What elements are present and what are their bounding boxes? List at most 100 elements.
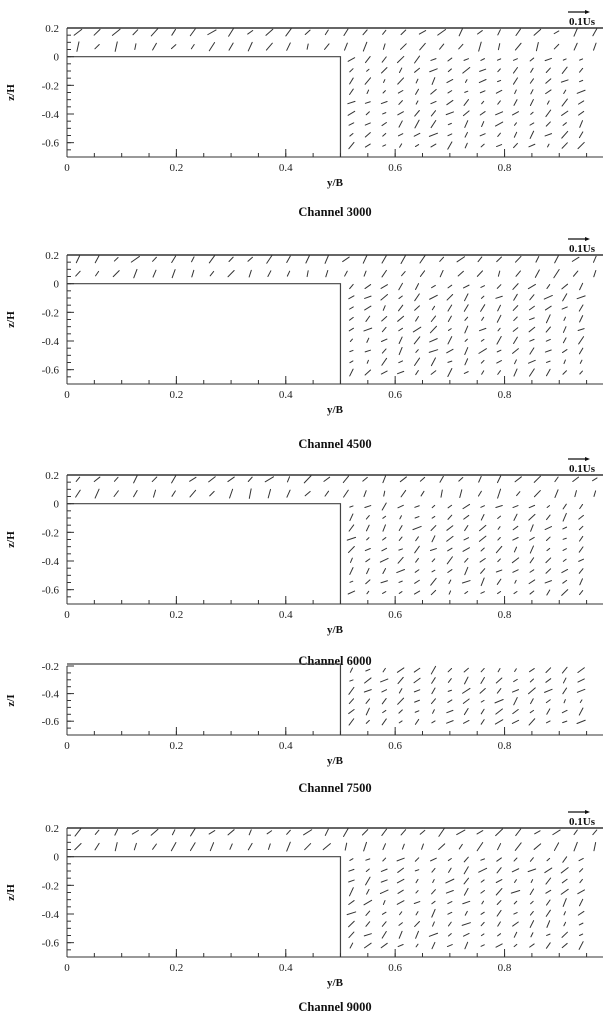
velocity-vector [447,360,453,363]
velocity-vector [132,29,139,36]
chart-caption: Channel 3000 [298,205,371,219]
velocity-vector [446,348,454,354]
velocity-vector [431,305,436,311]
velocity-vector [348,141,355,150]
velocity-vector [544,580,552,584]
velocity-vector [170,44,177,50]
velocity-vector [364,369,372,376]
velocity-vector [562,558,567,562]
velocity-vector [514,42,522,51]
velocity-vector [414,545,420,554]
velocity-vector [343,489,349,498]
velocity-vector [479,111,486,116]
velocity-vector [578,347,584,355]
velocity-vector [529,294,535,301]
velocity-vector [414,505,420,508]
velocity-vector [208,42,216,52]
velocity-vector [497,515,502,519]
velocity-vector [546,920,551,928]
velocity-vector [365,719,370,724]
velocity-vector [228,256,234,262]
velocity-vector [347,110,356,116]
velocity-vector [446,294,454,301]
block-outline [67,56,342,157]
velocity-vector [529,943,535,948]
velocity-vector [479,133,486,137]
velocity-vector [439,475,444,483]
velocity-vector [446,556,453,565]
velocity-vector [361,829,369,836]
y-tick-label: 0.2 [45,823,59,835]
velocity-vector [347,546,355,554]
velocity-vector [247,256,253,262]
velocity-vector [553,842,560,851]
velocity-vector [462,284,470,289]
velocity-vector [495,111,504,116]
velocity-vector [578,525,584,531]
velocity-vector [447,141,453,150]
velocity-vector [480,677,485,684]
velocity-vector [382,900,386,905]
velocity-vector [348,686,355,695]
velocity-vector [415,557,419,563]
velocity-vector [266,830,273,835]
velocity-vector [552,829,561,836]
velocity-vector [497,68,501,73]
scale-arrow-head [585,457,590,461]
velocity-vector [513,99,518,106]
velocity-vector [543,294,553,300]
velocity-vector [447,514,453,520]
velocity-vector [480,568,486,574]
velocity-vector [446,535,454,542]
velocity-vector [478,535,487,542]
velocity-vector [229,843,233,850]
velocity-vector [348,920,355,928]
velocity-vector [515,828,522,837]
velocity-vector [463,856,469,863]
velocity-vector [324,828,329,836]
velocity-vector [398,295,403,300]
velocity-vector [445,889,454,894]
velocity-vector [513,678,518,683]
velocity-vector [349,133,354,137]
velocity-vector [496,909,502,917]
velocity-vector [447,315,452,322]
velocity-vector [529,590,535,595]
velocity-vector [512,505,519,509]
velocity-vector [414,55,421,64]
velocity-vector [480,708,485,715]
velocity-vector [546,899,551,906]
velocity-vector [577,328,585,331]
velocity-vector [446,709,454,714]
velocity-vector [397,697,405,705]
velocity-vector [446,525,454,531]
velocity-vector [553,30,560,35]
velocity-vector [529,557,535,564]
velocity-vector [401,843,405,850]
velocity-vector [495,545,503,554]
scale-label: 0.1Us [569,816,596,828]
velocity-vector [497,526,501,530]
velocity-vector [414,699,420,703]
velocity-vector [561,931,568,938]
velocity-vector [413,677,421,684]
velocity-vector [494,719,504,725]
velocity-vector [547,143,550,148]
velocity-vector [544,526,553,531]
velocity-vector [479,687,486,694]
velocity-vector [362,41,368,52]
velocity-vector [303,475,312,484]
velocity-vector [363,689,372,693]
velocity-vector [535,255,540,263]
velocity-vector [381,930,387,939]
velocity-vector [365,921,371,927]
velocity-vector [267,843,271,850]
velocity-vector [209,842,215,852]
velocity-vector [545,368,551,377]
velocity-vector [347,100,356,105]
velocity-vector [398,709,403,714]
velocity-vector [545,942,551,949]
velocity-vector [593,269,597,278]
velocity-vector [432,709,435,714]
velocity-vector [496,360,502,364]
